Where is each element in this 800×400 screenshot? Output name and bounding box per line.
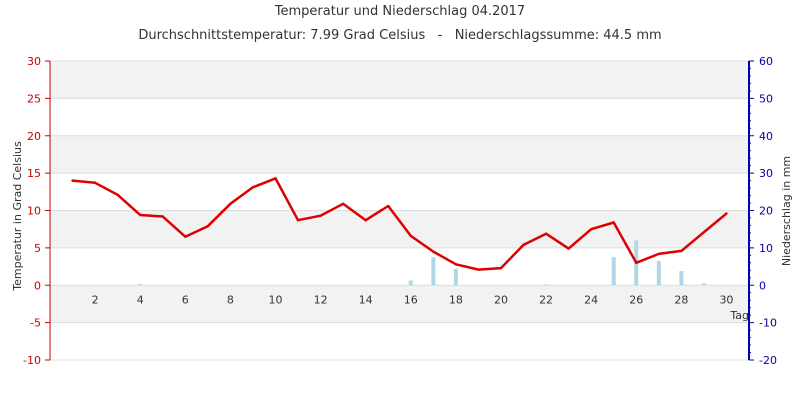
temperature-point — [522, 243, 525, 247]
temperature-point — [499, 266, 503, 270]
temperature-point — [567, 247, 570, 250]
grid-band — [50, 61, 749, 99]
grid-band — [50, 285, 749, 323]
x-tick-label: 24 — [584, 293, 598, 306]
precipitation-bar — [656, 260, 661, 286]
y-tick-label-left: 10 — [27, 205, 41, 218]
temperature-point — [432, 250, 435, 253]
x-tick-label: 22 — [539, 293, 553, 306]
temperature-point — [206, 224, 210, 228]
temperature-point — [680, 249, 683, 253]
temperature-point — [229, 202, 232, 205]
axis-labels: Tag Temperatur in Grad Celsius Niedersch… — [11, 141, 793, 322]
temperature-point — [702, 230, 706, 234]
y-axis-label-left: Temperatur in Grad Celsius — [11, 141, 24, 292]
y-tick-label-right: 0 — [759, 279, 766, 292]
chart-subtitle: Durchschnittstemperatur: 7.99 Grad Celsi… — [138, 28, 662, 43]
y-tick-label-left: 5 — [34, 242, 41, 255]
temperature-point — [116, 193, 119, 197]
y-tick-label-left: 15 — [27, 167, 41, 180]
temperature-point — [387, 204, 390, 208]
precipitation-bar — [701, 283, 706, 286]
precipitation-bar — [453, 268, 458, 286]
x-tick-label: 6 — [182, 293, 189, 306]
precipitation-bar — [544, 284, 549, 286]
x-tick-label: 14 — [359, 293, 373, 306]
y-tick-label-right: 10 — [759, 242, 773, 255]
x-tick-label: 30 — [719, 293, 733, 306]
y-tick-label-right: -10 — [759, 317, 777, 330]
x-tick-label: 4 — [137, 293, 144, 306]
temperature-point — [71, 179, 74, 182]
y-tick-label-left: 20 — [27, 130, 41, 143]
x-tick-label: 2 — [92, 293, 99, 306]
temperature-point — [341, 202, 345, 205]
temperature-point — [635, 261, 638, 265]
temperature-point — [589, 227, 593, 231]
temperature-line — [72, 177, 728, 271]
temperature-point — [544, 232, 548, 235]
x-tick-label: 26 — [629, 293, 643, 306]
x-tick-label: 20 — [494, 293, 508, 306]
y-tick-label-left: 0 — [34, 279, 41, 292]
temperature-point — [184, 235, 187, 238]
y-tick-label-right: -20 — [759, 354, 777, 367]
y-tick-label-right: 20 — [759, 205, 773, 218]
x-tick-label: 10 — [268, 293, 282, 306]
y-tick-label-left: 30 — [27, 55, 41, 68]
y-tick-label-right: 40 — [759, 130, 773, 143]
y-tick-label-left: -10 — [23, 354, 41, 367]
chart-title: Temperatur und Niederschlag 04.2017 — [274, 4, 526, 19]
x-tick-label: 16 — [404, 293, 418, 306]
temperature-point — [725, 212, 728, 215]
precipitation-bar — [408, 280, 413, 286]
gridlines — [50, 60, 749, 361]
temperature-point — [251, 186, 255, 189]
temperature-point — [138, 213, 142, 217]
grid-band — [50, 247, 749, 286]
temperature-line-layer — [71, 177, 728, 271]
precipitation-bar — [138, 284, 143, 286]
temperature-point — [477, 268, 480, 271]
temperature-point — [657, 252, 661, 256]
grid-band — [50, 135, 749, 174]
x-tick-label: 8 — [227, 293, 234, 306]
precipitation-bar — [611, 257, 616, 286]
precipitation-bar — [431, 257, 436, 286]
y-tick-label-left: -5 — [30, 317, 41, 330]
temperature-point — [409, 234, 412, 238]
temperature-point — [274, 177, 277, 180]
y-tick-label-right: 60 — [759, 55, 773, 68]
y-tick-label-right: 30 — [759, 167, 773, 180]
temperature-point — [93, 181, 97, 185]
y-axis-label-right: Niederschlag in mm — [780, 156, 793, 266]
x-tick-label: 18 — [449, 293, 463, 306]
precipitation-bar — [679, 271, 684, 286]
x-tick-label: 28 — [674, 293, 688, 306]
grid-band — [50, 173, 749, 211]
temperature-point — [612, 221, 615, 224]
y-tick-label-left: 25 — [27, 92, 41, 105]
temperature-point — [454, 263, 458, 266]
grid-band — [50, 322, 749, 360]
grid-band — [50, 210, 749, 248]
temperature-point — [364, 219, 367, 222]
temperature-point — [319, 214, 322, 217]
x-tick-label: 12 — [314, 293, 328, 306]
temperature-point — [296, 219, 300, 222]
grid-band — [50, 98, 749, 136]
temperature-point — [161, 215, 164, 218]
x-axis-label: Tag — [729, 309, 749, 322]
y-tick-label-right: 50 — [759, 92, 773, 105]
